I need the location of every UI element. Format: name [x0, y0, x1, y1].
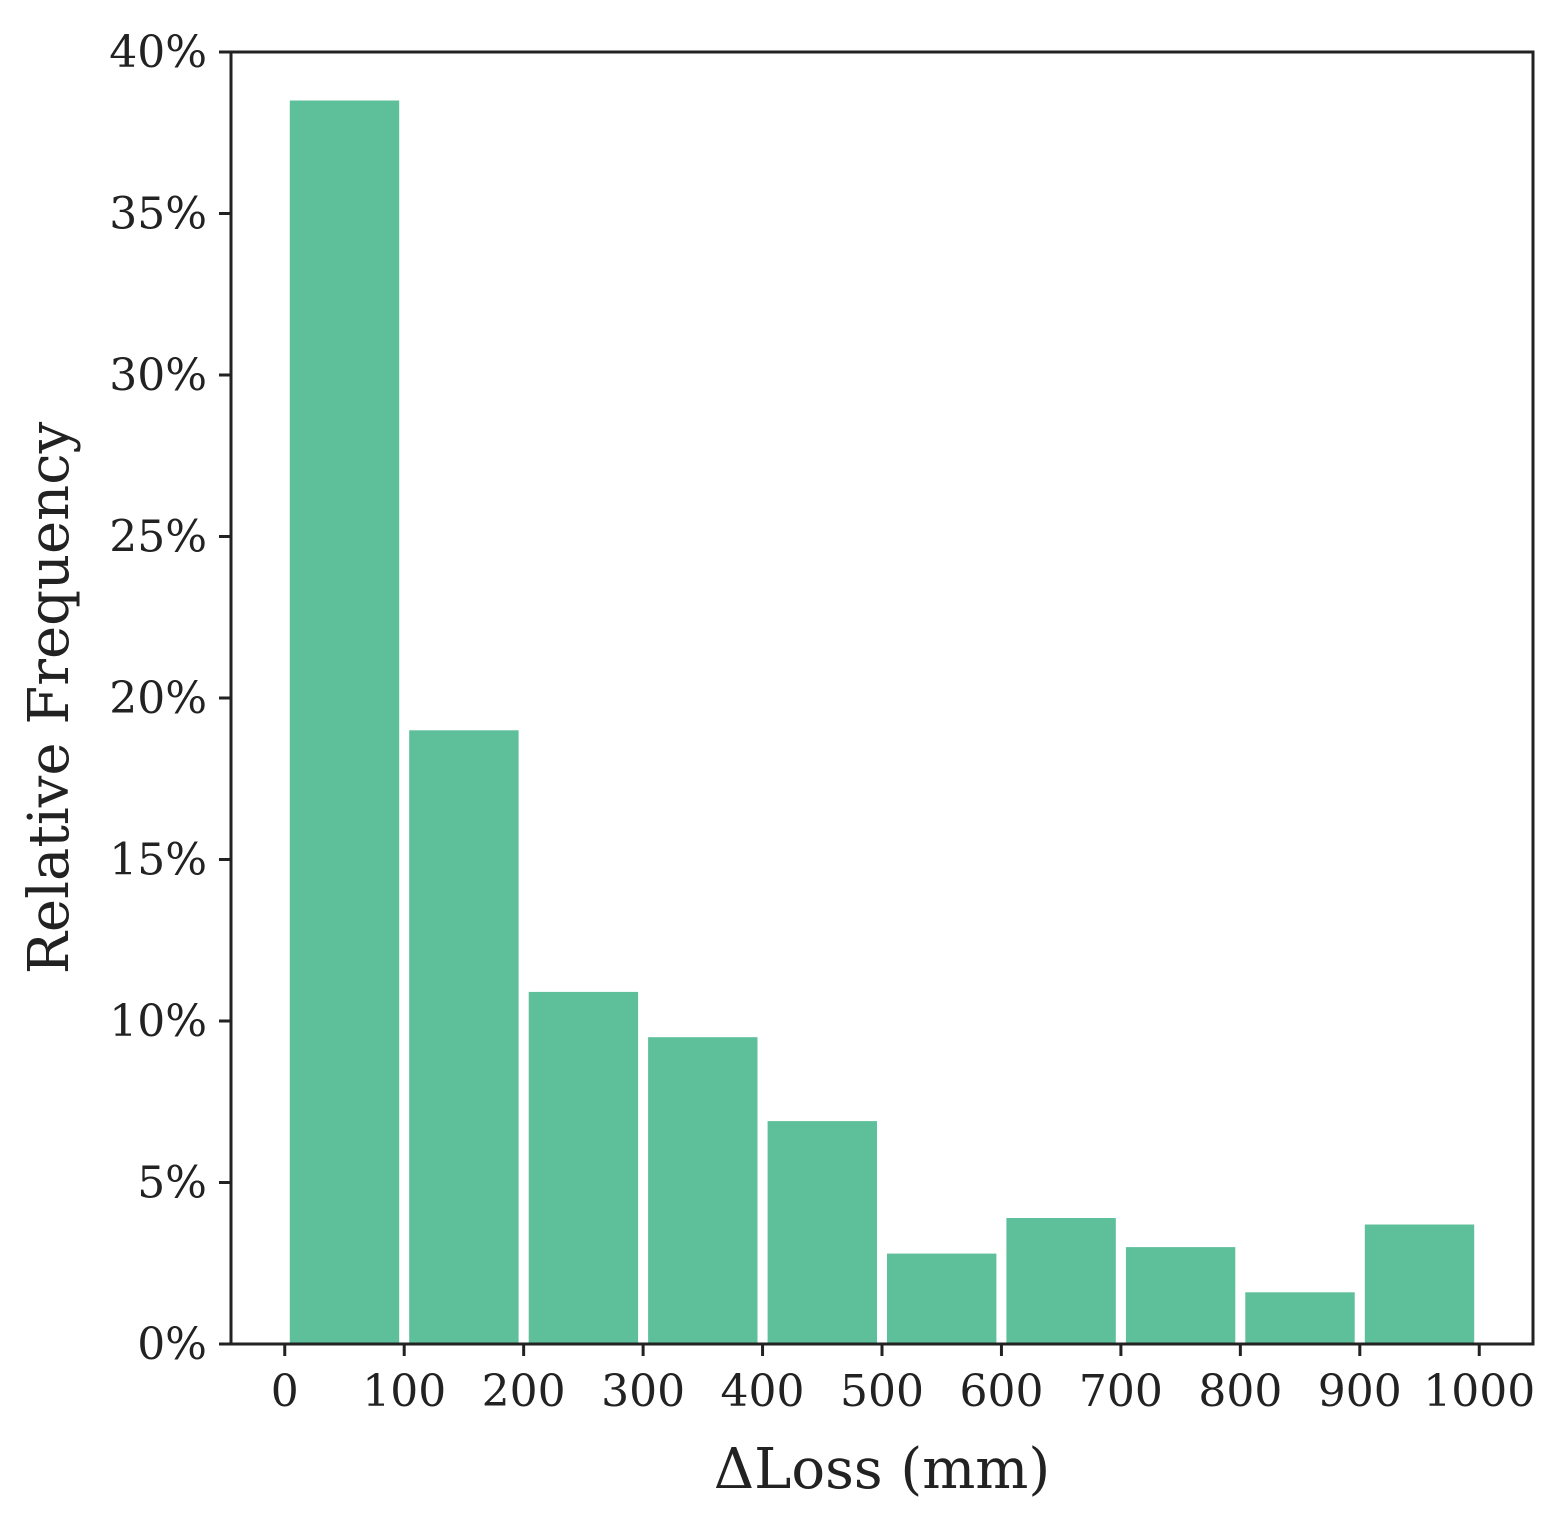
y-tick-label: 0%	[137, 1319, 207, 1370]
y-tick-label: 10%	[109, 996, 207, 1047]
x-tick-label: 1000	[1423, 1366, 1535, 1417]
bar-400-500	[767, 1121, 877, 1344]
x-tick-label: 400	[721, 1366, 805, 1417]
x-tick-label: 500	[840, 1366, 924, 1417]
x-tick-label: 100	[362, 1366, 446, 1417]
bar-800-900	[1245, 1292, 1355, 1344]
y-axis: 0% 5% 10% 15% 20% 25% 30% 35% 40%	[109, 27, 231, 1370]
y-tick-label: 5%	[137, 1158, 207, 1209]
x-tick-label: 300	[601, 1366, 685, 1417]
bar-600-700	[1006, 1218, 1116, 1344]
bar-300-400	[648, 1037, 758, 1344]
x-tick-label: 800	[1198, 1366, 1282, 1417]
y-tick-label: 30%	[109, 350, 207, 401]
bar-100-200	[409, 730, 519, 1344]
y-axis-title: Relative Frequency	[17, 421, 82, 974]
bar-0-100	[289, 100, 400, 1344]
x-axis: 0 100 200 300 400 500 600 700 800 900 1000	[271, 1344, 1535, 1417]
bars-group	[289, 100, 1475, 1344]
x-axis-title: ΔLoss (mm)	[714, 1437, 1051, 1502]
x-tick-label: 700	[1079, 1366, 1163, 1417]
y-tick-label: 20%	[109, 673, 207, 724]
x-tick-label: 0	[271, 1366, 299, 1417]
y-tick-label: 40%	[109, 27, 207, 78]
y-tick-label: 25%	[109, 512, 207, 563]
bar-900-1000	[1364, 1224, 1475, 1344]
bar-200-300	[528, 991, 639, 1344]
x-tick-label: 600	[959, 1366, 1043, 1417]
bar-700-800	[1125, 1247, 1236, 1344]
bar-500-600	[887, 1253, 997, 1344]
y-tick-label: 35%	[109, 189, 207, 240]
y-tick-label: 15%	[109, 835, 207, 886]
x-tick-label: 200	[482, 1366, 566, 1417]
x-tick-label: 900	[1318, 1366, 1402, 1417]
